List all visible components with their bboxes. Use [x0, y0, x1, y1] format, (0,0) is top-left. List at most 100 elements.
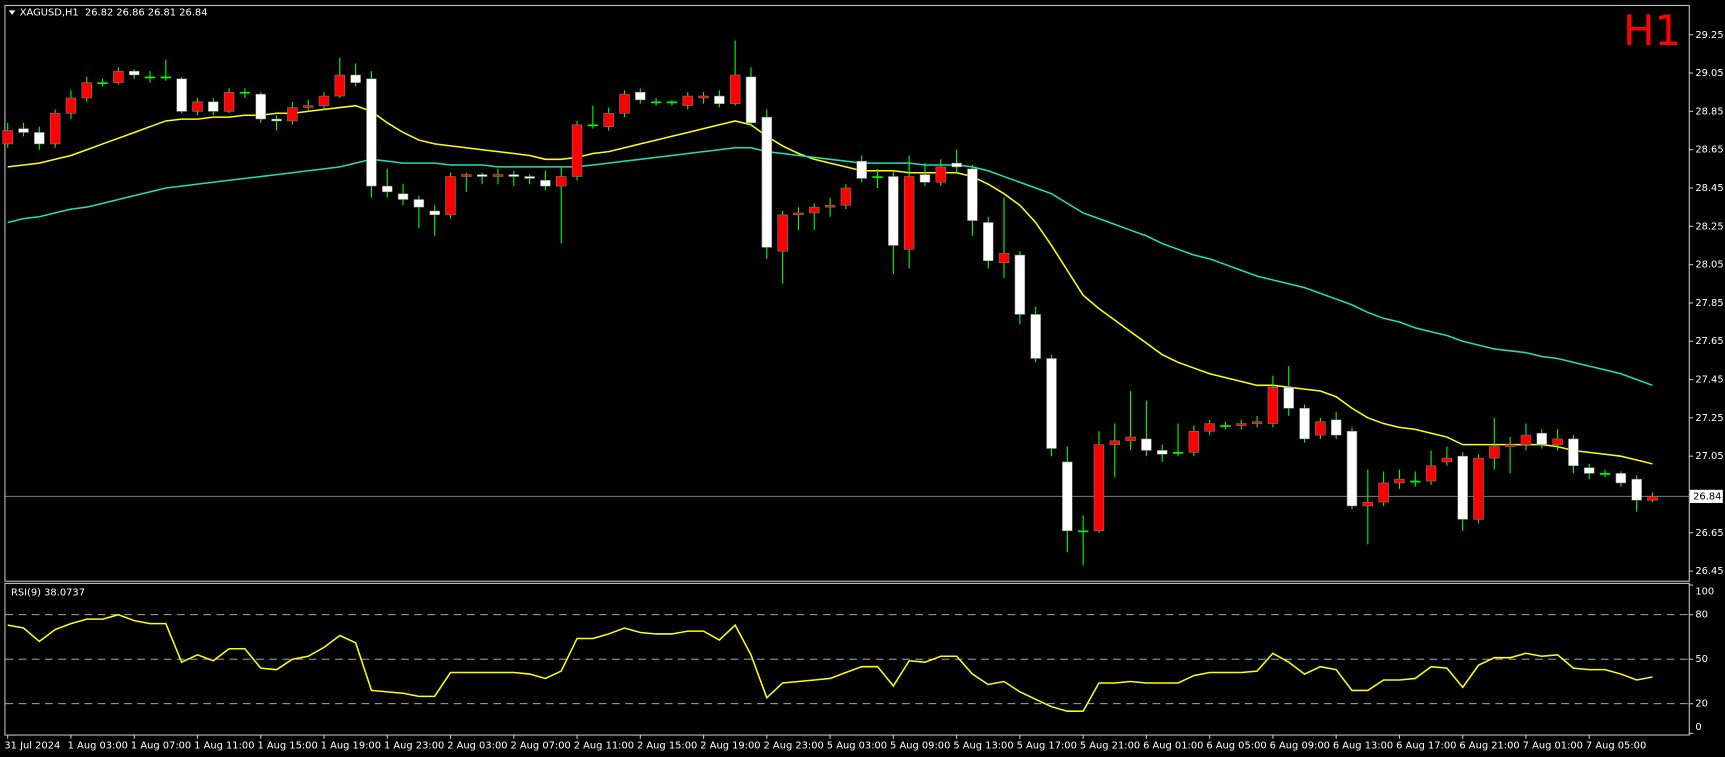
candle-body [524, 176, 535, 179]
candle-body [745, 76, 757, 124]
x-tick-label: 2 Aug 07:00 [510, 740, 570, 751]
candle-body [1441, 457, 1453, 463]
candle-body [492, 174, 504, 177]
candle-body [223, 91, 235, 112]
candle-body [998, 252, 1010, 263]
x-tick-label: 5 Aug 09:00 [890, 740, 950, 751]
y-tick-label: 28.25 [1695, 221, 1723, 232]
y-tick-label: 50 [1695, 654, 1708, 665]
y-tick-label: 27.25 [1695, 413, 1723, 424]
candle-body [318, 95, 330, 106]
rsi-title: RSI(9) 38.0737 [11, 588, 85, 599]
x-tick-label: 5 Aug 17:00 [1017, 740, 1077, 751]
price-panel [4, 4, 1690, 582]
candle-body [1425, 465, 1437, 482]
candle-body [1346, 430, 1358, 507]
y-tick-label: 26.65 [1695, 528, 1723, 539]
candle-body [698, 95, 709, 99]
y-tick-label: 27.85 [1695, 298, 1723, 309]
candle-body [983, 222, 994, 262]
candle-body [556, 176, 567, 187]
x-tick-label: 6 Aug 09:00 [1270, 740, 1330, 751]
candle-body [1362, 501, 1374, 507]
candle-body [1014, 254, 1026, 315]
candle-body [603, 113, 614, 127]
candle-body [872, 176, 883, 178]
candle-body [540, 180, 551, 187]
x-tick-label: 6 Aug 13:00 [1333, 740, 1393, 751]
candle-body [97, 82, 108, 85]
x-tick-label: 6 Aug 21:00 [1459, 740, 1519, 751]
timeframe-label: H1 [1623, 6, 1681, 55]
candle-body [1251, 421, 1263, 424]
candle-body [1552, 438, 1563, 445]
candle-body [951, 162, 962, 168]
y-tick-label: 80 [1695, 610, 1708, 621]
candle-body [840, 187, 852, 206]
chart-title: XAGUSD,H1 26.82 26.86 26.81 26.84 [20, 8, 208, 19]
candle-body [587, 124, 599, 127]
candle-body [650, 101, 662, 104]
x-tick-label: 5 Aug 03:00 [827, 740, 887, 751]
y-tick-label: 26.45 [1695, 566, 1723, 577]
x-tick-label: 2 Aug 11:00 [574, 740, 634, 751]
x-tick-label: 7 Aug 05:00 [1586, 740, 1646, 751]
candle-body [81, 82, 92, 99]
y-tick-label: 27.65 [1695, 336, 1723, 347]
candle-body [239, 91, 251, 94]
candle-body [1109, 440, 1120, 445]
candle-body [903, 176, 915, 250]
candle-body [461, 174, 472, 177]
candle-body [777, 214, 788, 252]
candle-body [113, 70, 124, 83]
candle-body [429, 210, 440, 216]
candle-body [809, 206, 820, 214]
y-tick-label: 27.45 [1695, 375, 1723, 386]
candle-body [160, 76, 172, 79]
candle-body [255, 93, 266, 120]
moving-average [7, 146, 1653, 387]
candle-body [714, 95, 725, 104]
candle-body [508, 174, 520, 177]
candle-body [1330, 419, 1342, 436]
candle-body [18, 128, 29, 133]
y-tick-label: 20 [1695, 699, 1708, 710]
moving-average [7, 104, 1653, 465]
x-tick-label: 1 Aug 07:00 [131, 740, 191, 751]
candle-body [1457, 455, 1468, 520]
candle-body [1156, 450, 1168, 455]
candle-body [1283, 386, 1294, 409]
candle-body [824, 204, 836, 208]
candle-body [1631, 478, 1642, 501]
candle-body [1077, 530, 1089, 533]
y-tick-label: 29.25 [1695, 30, 1723, 41]
candle-body [128, 70, 140, 76]
candle-body [1584, 467, 1595, 474]
menu-arrow [8, 10, 16, 15]
rsi-line [7, 613, 1653, 712]
candle-body [65, 97, 77, 114]
candle-body [1220, 425, 1231, 427]
candle-body [1046, 358, 1057, 449]
candle-body [635, 91, 646, 101]
candle-body [571, 124, 583, 177]
candle-body [1378, 482, 1389, 503]
candle-body [413, 199, 425, 208]
y-tick-label: 28.65 [1695, 145, 1723, 156]
y-tick-label: 28.45 [1695, 183, 1723, 194]
candle-body [271, 118, 282, 122]
candle-body [1504, 444, 1516, 447]
candle-body [1599, 473, 1611, 475]
x-tick-label: 6 Aug 01:00 [1143, 740, 1203, 751]
candle-body [935, 166, 947, 183]
candle-body [1188, 430, 1200, 453]
candle-body [1615, 473, 1627, 484]
x-tick-label: 5 Aug 13:00 [953, 740, 1013, 751]
candle-body [1489, 446, 1500, 459]
candle-body [49, 113, 61, 145]
candle-body [888, 176, 899, 246]
candle-body [34, 132, 45, 145]
candle-body [1473, 457, 1484, 520]
candle-body [967, 168, 978, 221]
